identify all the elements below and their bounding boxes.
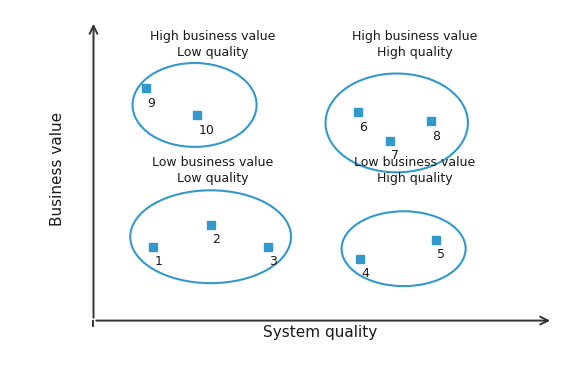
Text: High business value
Low quality: High business value Low quality xyxy=(150,30,276,59)
Text: 10: 10 xyxy=(198,123,214,137)
Text: 4: 4 xyxy=(361,267,369,280)
Text: 9: 9 xyxy=(148,96,155,110)
Text: 3: 3 xyxy=(270,255,277,268)
Text: Business value: Business value xyxy=(50,112,65,226)
Text: 7: 7 xyxy=(391,149,399,162)
Text: Low business value
High quality: Low business value High quality xyxy=(354,156,476,185)
Text: 1: 1 xyxy=(155,255,162,268)
Text: 5: 5 xyxy=(437,248,445,261)
Text: Low business value
Low quality: Low business value Low quality xyxy=(153,156,274,185)
Text: 6: 6 xyxy=(359,120,367,134)
Text: System quality: System quality xyxy=(263,325,378,340)
Text: 8: 8 xyxy=(433,129,441,142)
Text: High business value
High quality: High business value High quality xyxy=(353,30,478,59)
Text: 2: 2 xyxy=(212,233,220,246)
